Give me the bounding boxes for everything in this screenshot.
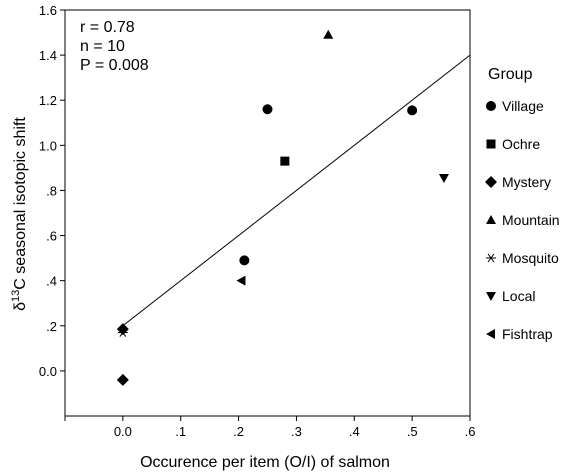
y-tick-label: 0.0 <box>39 364 57 379</box>
data-point-mountain <box>323 29 334 39</box>
legend-marker-mosquito <box>486 253 496 263</box>
y-tick-label: .4 <box>46 274 57 289</box>
legend: Group Village Ochre Mystery Mountain Mosquito… <box>485 66 560 342</box>
data-point-village <box>262 104 273 115</box>
legend-label: Local <box>502 288 535 304</box>
x-tick-label: 0.0 <box>114 424 132 439</box>
y-tick-label: 1.0 <box>39 138 57 153</box>
legend-item-village: Village <box>486 98 544 114</box>
y-axis-title-superscript: 13 <box>10 290 22 302</box>
x-tick-label: .5 <box>407 424 418 439</box>
y-axis-title: δ13C seasonal isotopic shift <box>10 117 29 311</box>
legend-label: Mystery <box>502 174 551 190</box>
x-tick-label: .3 <box>291 424 302 439</box>
y-axis-title-rest: C seasonal isotopic shift <box>12 117 29 290</box>
legend-item-fishtrap: Fishtrap <box>486 326 553 342</box>
plot-border <box>64 9 471 417</box>
y-tick-label: .6 <box>46 229 57 244</box>
data-point-mosquito <box>117 328 128 337</box>
regression-line-group <box>122 54 471 327</box>
legend-title: Group <box>488 66 533 83</box>
y-axis: 0.0 .2 .4 .6 .8 1.0 1.2 1.4 1.6 <box>39 3 65 379</box>
y-tick-label: 1.4 <box>39 48 57 63</box>
legend-marker-mystery <box>485 176 497 188</box>
legend-item-local: Local <box>486 288 535 304</box>
y-tick-label: 1.6 <box>39 3 57 18</box>
legend-marker-local <box>486 292 496 301</box>
data-point-mystery <box>116 373 129 386</box>
legend-marker-village <box>486 101 496 111</box>
x-axis: 0.0 .1 .2 .3 .4 .5 .6 <box>64 416 476 439</box>
legend-label: Mountain <box>502 212 560 228</box>
y-tick-label: 1.2 <box>39 93 57 108</box>
regression-line <box>122 54 471 327</box>
data-points <box>116 29 449 386</box>
stat-line: P = 0.008 <box>80 57 149 74</box>
y-tick-label: .2 <box>46 319 57 334</box>
y-axis-title-delta: δ <box>12 302 29 311</box>
legend-label: Ochre <box>502 136 540 152</box>
x-tick-label: .4 <box>349 424 360 439</box>
stat-line: n = 10 <box>80 38 125 55</box>
legend-item-mystery: Mystery <box>485 174 551 190</box>
x-tick-label: .6 <box>465 424 476 439</box>
legend-label: Village <box>502 98 544 114</box>
data-point-local <box>438 174 449 184</box>
legend-marker-ochre <box>486 139 496 149</box>
x-tick-label: .1 <box>175 424 186 439</box>
legend-item-ochre: Ochre <box>486 136 540 152</box>
data-point-village <box>239 255 250 266</box>
data-point-ochre <box>280 156 290 166</box>
legend-item-mountain: Mountain <box>486 212 560 228</box>
legend-marker-mountain <box>486 215 496 224</box>
x-axis-title: Occurence per item (O/I) of salmon <box>140 454 390 471</box>
legend-marker-fishtrap <box>486 329 495 339</box>
plot-frame <box>64 9 471 417</box>
stat-line: r = 0.78 <box>80 19 135 36</box>
legend-label: Fishtrap <box>502 326 553 342</box>
data-point-village <box>407 105 418 116</box>
legend-item-mosquito: Mosquito <box>486 250 559 266</box>
stats-box: r = 0.78 n = 10 P = 0.008 <box>80 19 149 74</box>
legend-label: Mosquito <box>502 250 559 266</box>
x-tick-label: .2 <box>233 424 244 439</box>
y-tick-label: .8 <box>46 183 57 198</box>
data-point-fishtrap <box>236 275 246 286</box>
